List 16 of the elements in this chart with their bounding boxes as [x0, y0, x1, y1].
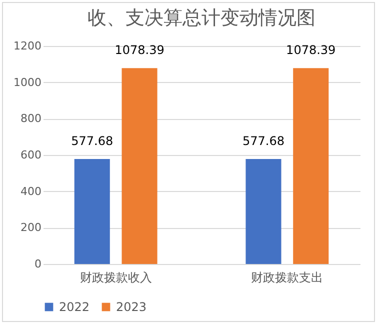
y-tick-label: 400: [20, 184, 42, 198]
y-tick-label: 1000: [14, 76, 42, 89]
y-tick-label: 800: [20, 112, 42, 126]
y-tick-label: 0: [34, 258, 42, 270]
legend-label: 2023: [116, 300, 147, 314]
data-label: 577.68: [242, 134, 284, 148]
data-label: 1078.39: [286, 43, 336, 58]
data-label: 1078.39: [114, 43, 164, 58]
chart-title: 收、支决算总计变动情况图: [88, 7, 316, 29]
x-tick-label: 财政拨款收入: [80, 270, 152, 284]
legend-label: 2022: [59, 300, 90, 314]
data-label: 577.68: [71, 134, 114, 148]
x-tick-label: 财政拨款支出: [251, 270, 324, 284]
y-tick-label: 200: [20, 221, 42, 234]
y-tick-label: 1200: [14, 40, 42, 52]
y-tick-label: 600: [20, 148, 42, 162]
